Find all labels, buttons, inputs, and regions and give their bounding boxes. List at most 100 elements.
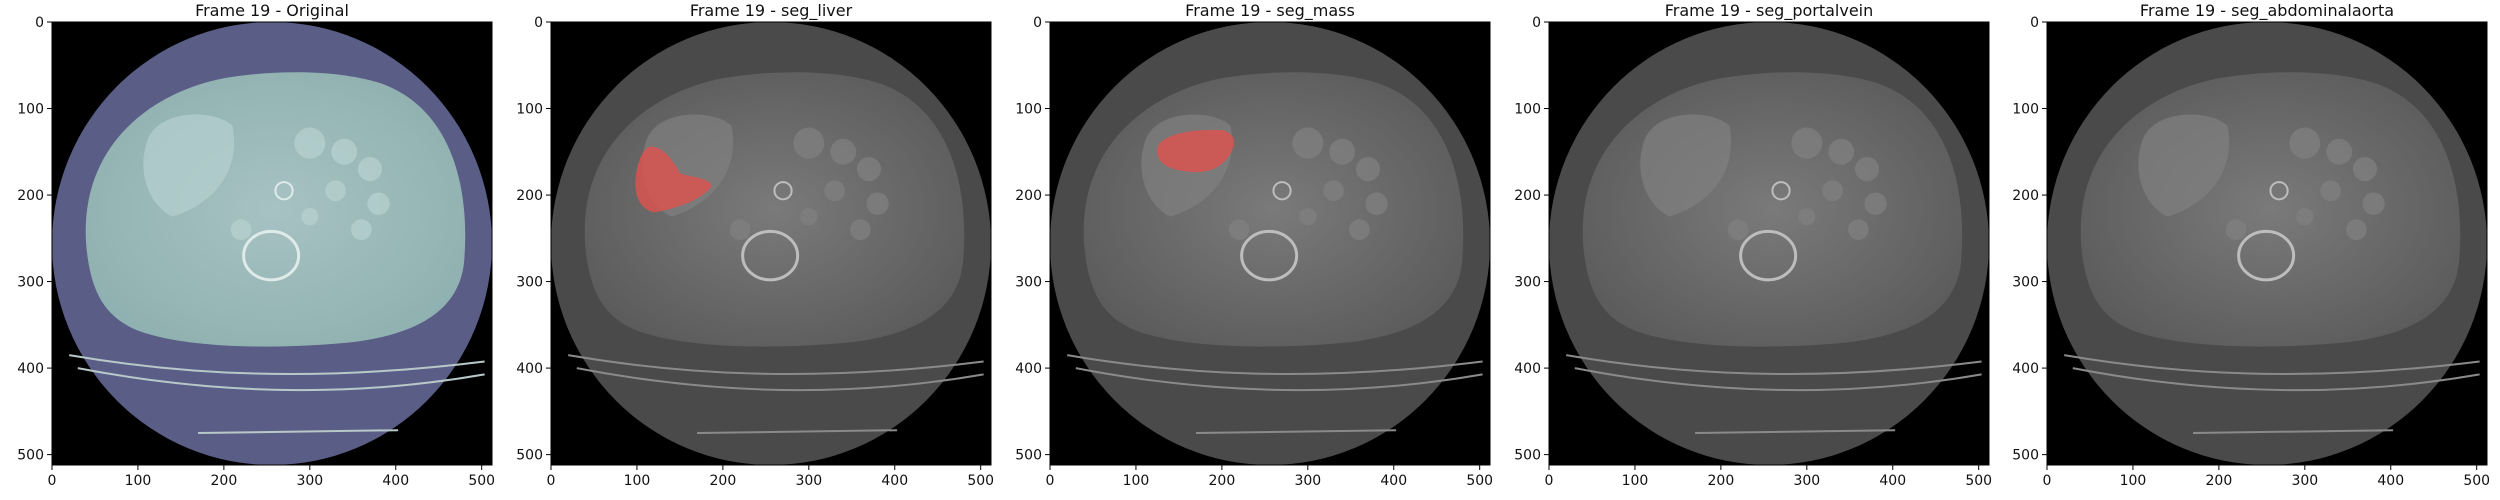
table-line — [2064, 354, 2480, 376]
y-tick-label: 200 — [2012, 188, 2039, 204]
x-tick-label: 100 — [2120, 473, 2147, 489]
vertebra — [2237, 229, 2296, 282]
axes-frame — [51, 21, 493, 466]
bowel-loop — [294, 127, 326, 159]
table-line — [77, 367, 485, 392]
vertebra — [1240, 229, 1299, 282]
bowel-loop — [2320, 180, 2341, 202]
bowel-loop — [850, 219, 871, 241]
bowel-loop — [1365, 192, 1388, 215]
y-tick-label: 400 — [516, 361, 543, 377]
y-tick-label: 400 — [2012, 361, 2039, 377]
bowel-loop — [1727, 219, 1749, 241]
vertebra — [1739, 229, 1798, 282]
axes-frame — [1548, 21, 1990, 466]
x-tick-label: 300 — [2291, 473, 2318, 489]
aorta-ring — [773, 181, 793, 201]
table-line — [1075, 367, 1483, 392]
x-tick-label: 300 — [1294, 473, 1321, 489]
bowel-loop — [2296, 208, 2314, 226]
liver-mask — [635, 146, 712, 213]
bowel-loop — [1329, 138, 1356, 165]
bowel-loop — [1349, 219, 1370, 241]
x-tick-label: 0 — [1046, 473, 1055, 489]
y-tick-label: 400 — [1015, 361, 1042, 377]
bowel-loop — [1848, 219, 1869, 241]
organ-shape — [2138, 114, 2230, 217]
bowel-loop — [1292, 127, 1324, 159]
x-tick-label: 0 — [48, 473, 57, 489]
axes-frame — [2046, 21, 2488, 466]
panel-title: Frame 19 - seg_abdominalaorta — [2140, 1, 2394, 21]
table-line — [2193, 429, 2394, 434]
bowel-loop — [1323, 180, 1344, 202]
mass-mask — [1157, 129, 1235, 173]
bowel-loop — [2352, 156, 2377, 182]
x-tick-label: 400 — [382, 473, 409, 489]
bowel-loop — [793, 127, 825, 159]
aorta-ring — [2269, 181, 2289, 201]
x-tick-label: 400 — [881, 473, 908, 489]
table-line — [2072, 367, 2480, 392]
x-tick-label: 0 — [1545, 473, 1554, 489]
x-tick-label: 200 — [1708, 473, 1735, 489]
y-tick-label: 300 — [516, 275, 543, 291]
table-line — [1067, 354, 1483, 376]
y-tick-label: 500 — [516, 448, 543, 464]
y-tick-label: 500 — [2012, 448, 2039, 464]
bowel-loop — [367, 192, 390, 215]
x-tick-label: 300 — [1793, 473, 1820, 489]
table-line — [576, 367, 984, 392]
y-tick-label: 300 — [1514, 275, 1541, 291]
axes-frame — [1049, 21, 1491, 466]
y-tick-label: 200 — [1514, 188, 1541, 204]
bowel-loop — [2362, 192, 2385, 215]
bowel-loop — [800, 208, 818, 226]
table-line — [69, 354, 485, 376]
y-tick-label: 300 — [17, 275, 44, 291]
y-tick-label: 300 — [1015, 275, 1042, 291]
x-tick-label: 500 — [468, 473, 495, 489]
x-tick-label: 100 — [125, 473, 152, 489]
x-tick-label: 100 — [1123, 473, 1150, 489]
y-tick-label: 500 — [1514, 448, 1541, 464]
bowel-loop — [1828, 138, 1855, 165]
y-tick-label: 200 — [1015, 188, 1042, 204]
aorta-ring — [1272, 181, 1292, 201]
bowel-loop — [1355, 156, 1380, 182]
aorta-ring — [274, 181, 294, 201]
y-tick-label: 0 — [35, 15, 44, 31]
vertebra — [242, 229, 301, 282]
table-line — [1695, 429, 1896, 434]
bowel-loop — [1854, 156, 1879, 182]
bowel-loop — [824, 180, 845, 202]
x-tick-label: 0 — [2043, 473, 2052, 489]
panel-title: Frame 19 - seg_portalvein — [1665, 1, 1874, 21]
y-tick-label: 0 — [534, 15, 543, 31]
bowel-loop — [357, 156, 382, 182]
y-tick-label: 100 — [2012, 102, 2039, 118]
table-line — [568, 354, 984, 376]
bowel-loop — [230, 219, 252, 241]
x-tick-label: 100 — [1622, 473, 1649, 489]
x-tick-label: 200 — [1209, 473, 1236, 489]
organ-shape — [1640, 114, 1732, 217]
bowel-loop — [331, 138, 358, 165]
x-tick-label: 500 — [1466, 473, 1493, 489]
bowel-loop — [1798, 208, 1816, 226]
x-tick-label: 500 — [967, 473, 994, 489]
panel-title: Frame 19 - Original — [195, 1, 349, 20]
x-tick-label: 400 — [1380, 473, 1407, 489]
bowel-loop — [1791, 127, 1823, 159]
y-tick-label: 300 — [2012, 275, 2039, 291]
y-tick-label: 0 — [2030, 15, 2039, 31]
y-tick-label: 200 — [17, 188, 44, 204]
organ-shape — [143, 114, 235, 217]
bowel-loop — [2346, 219, 2367, 241]
table-line — [198, 429, 399, 434]
y-tick-label: 0 — [1033, 15, 1042, 31]
